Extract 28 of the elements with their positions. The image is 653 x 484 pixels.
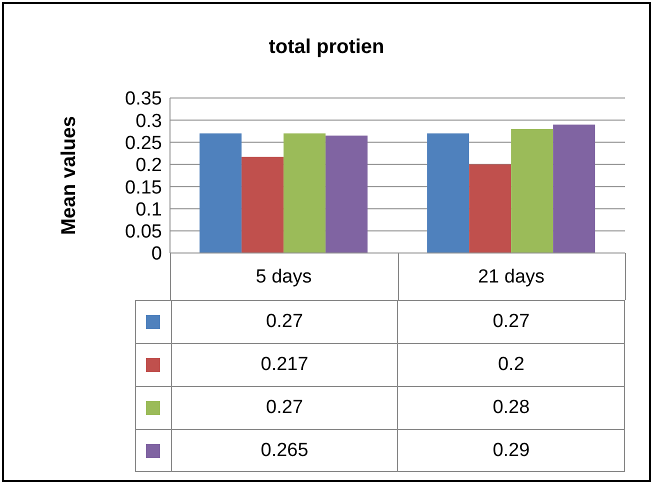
data-label: 0.27 xyxy=(492,310,531,334)
bar xyxy=(427,133,470,253)
bar xyxy=(553,124,596,253)
y-tick-label: 0 xyxy=(151,244,162,265)
bar xyxy=(284,133,326,253)
data-label: 0.29 xyxy=(492,438,531,462)
y-axis-title: Mean values xyxy=(58,116,80,235)
bar xyxy=(326,136,368,253)
x-tick-label: 5 days xyxy=(256,266,312,288)
bar xyxy=(200,133,242,253)
y-tick-label: 0.2 xyxy=(136,155,162,176)
data-label: 0.2 xyxy=(496,353,526,377)
y-tick-label: 0.1 xyxy=(136,199,162,220)
y-tick-label: 0.25 xyxy=(125,133,162,154)
y-tick-label: 0.35 xyxy=(125,88,162,110)
data-label: 0.265 xyxy=(172,430,398,471)
data-label: 0.27 xyxy=(172,387,398,429)
x-tick-label: 21 days xyxy=(478,266,545,288)
bar xyxy=(469,164,512,253)
chart-title: total protien xyxy=(268,36,386,59)
bar xyxy=(242,156,284,253)
data-label: 0.27 xyxy=(172,301,398,343)
data-label: 0.28 xyxy=(492,396,531,420)
bar xyxy=(511,129,554,253)
y-tick-label: 0.05 xyxy=(125,222,162,243)
data-label: 0.217 xyxy=(172,344,398,386)
y-tick-label: 0.3 xyxy=(136,110,162,132)
y-tick-label: 0.15 xyxy=(125,177,162,198)
